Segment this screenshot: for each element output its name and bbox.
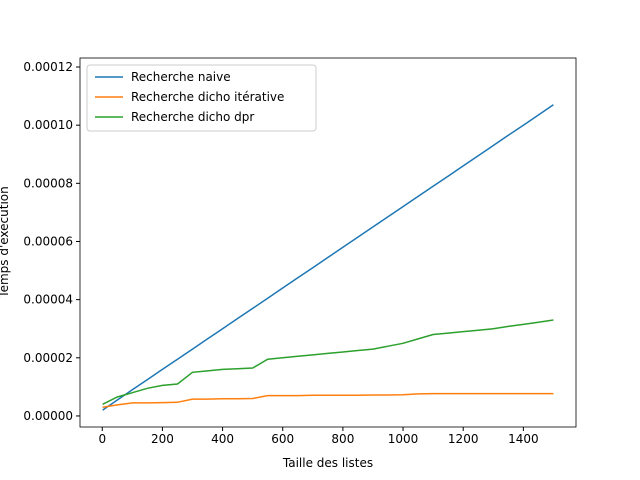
x-tick-label: 1000 [388,432,419,446]
x-tick-label: 1400 [508,432,539,446]
y-axis-label: Temps d'exécution [0,186,11,298]
x-tick-label: 400 [211,432,234,446]
x-tick-label: 800 [331,432,354,446]
legend-box [86,64,317,132]
x-axis-label: Taille des listes [282,456,373,470]
legend-label: Recherche dicho dpr [131,110,254,124]
line-series [102,319,554,405]
legend-label: Recherche dicho itérative [131,90,284,104]
line-series [102,104,554,411]
y-tick-label: 0.00002 [23,351,73,365]
line-series [102,392,554,408]
x-tick-label: 600 [271,432,294,446]
y-tick-label: 0.00004 [23,293,73,307]
y-tick-label: 0.00008 [23,176,73,190]
x-tick-label: 0 [98,432,106,446]
plot-frame [79,57,577,428]
y-tick-label: 0.00012 [23,60,73,74]
x-tick-label: 1200 [448,432,479,446]
y-tick-label: 0.00010 [23,118,73,132]
x-tick-label: 200 [151,432,174,446]
y-tick-label: 0.00006 [23,234,73,248]
legend-label: Recherche naive [131,70,231,84]
y-tick-label: 0.00000 [23,409,73,423]
